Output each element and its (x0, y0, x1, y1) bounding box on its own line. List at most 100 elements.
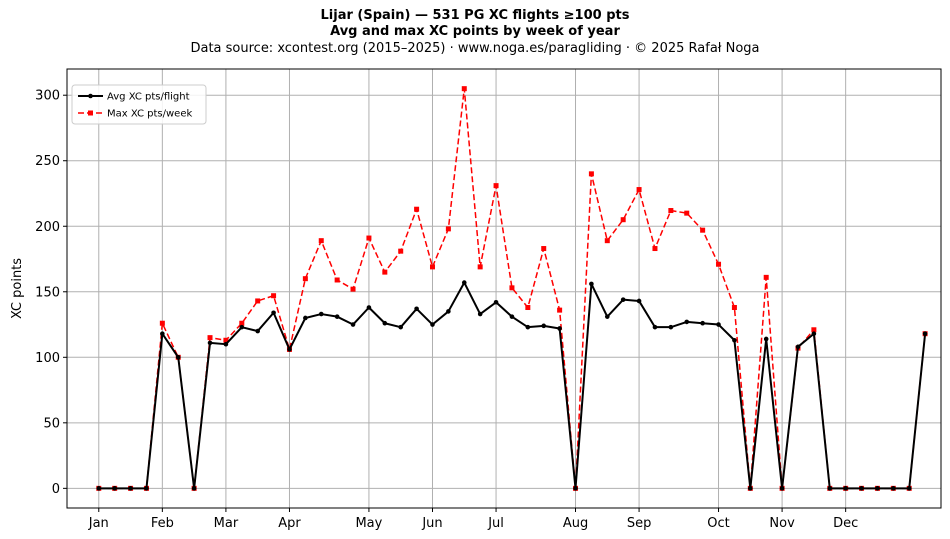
avg-point (763, 336, 769, 342)
avg-point (891, 486, 896, 491)
max-point (334, 277, 340, 283)
max-point (366, 235, 372, 241)
max-point (223, 337, 229, 343)
avg-point (366, 305, 372, 310)
avg-point (732, 337, 737, 343)
max-point (700, 227, 706, 233)
max-point (636, 187, 642, 193)
max-point (207, 335, 213, 341)
avg-point (271, 310, 276, 316)
avg-point (700, 320, 705, 326)
avg-point (382, 320, 388, 326)
avg-point (875, 486, 880, 491)
avg-point (414, 306, 419, 312)
x-tick-label: Jul (487, 516, 504, 531)
avg-point (446, 309, 451, 314)
legend-avg-marker (88, 93, 93, 99)
x-tick-label: Mar (214, 516, 239, 531)
avg-point (461, 280, 467, 285)
avg-point (160, 331, 165, 337)
max-point (302, 276, 308, 282)
chart-title: Lijar (Spain) — 531 PG XC flights ≥100 p… (320, 8, 630, 23)
avg-point (525, 324, 531, 330)
avg-point (795, 344, 801, 350)
max-point (811, 327, 817, 333)
max-point (239, 320, 245, 326)
legend-max-label: Max XC pts/week (107, 109, 192, 120)
y-tick-label: 250 (35, 154, 60, 169)
avg-point (652, 324, 658, 330)
avg-point (573, 486, 578, 491)
chart-source: Data source: xcontest.org (2015–2025) · … (190, 41, 760, 56)
max-point (652, 246, 658, 252)
avg-point (223, 341, 229, 347)
max-point (604, 238, 610, 244)
y-tick-label: 0 (52, 482, 60, 497)
x-tick-label: Jun (421, 516, 442, 531)
max-point (429, 264, 435, 270)
avg-point (716, 322, 721, 327)
max-point (445, 226, 451, 232)
avg-point (604, 314, 610, 319)
max-point (398, 248, 404, 254)
chart-subtitle: Avg and max XC points by week of year (330, 24, 620, 39)
legend-box (71, 84, 207, 125)
max-point (461, 86, 467, 92)
avg-point (509, 314, 515, 319)
avg-point (859, 486, 864, 491)
x-tick-label: Oct (707, 516, 729, 531)
x-tick-label: Jan (88, 516, 109, 531)
axes: 0 50 100 150 200 250 300 Jan Feb Mar Apr May Jun Jul A… (10, 89, 858, 531)
max-point (684, 210, 690, 216)
legend: Avg XC pts/flight Max XC pts/week (71, 84, 207, 125)
legend-max-marker (88, 110, 93, 116)
x-tick-label: May (355, 516, 382, 531)
y-axis-label: XC points (10, 258, 25, 319)
max-point (509, 285, 515, 291)
avg-point (303, 315, 308, 321)
avg-point (811, 331, 817, 337)
max-point (588, 171, 594, 177)
max-point (541, 246, 547, 252)
max-point (525, 305, 531, 311)
avg-point (668, 324, 674, 330)
avg-point (430, 322, 435, 327)
max-point (271, 293, 277, 299)
y-tick-label: 300 (35, 89, 60, 104)
avg-point (144, 486, 149, 491)
series-layer (96, 86, 928, 491)
avg-point (191, 486, 197, 491)
legend-avg-label: Avg XC pts/flight (107, 92, 190, 103)
max-point (557, 307, 563, 313)
x-tick-label: Sep (627, 516, 652, 531)
avg-point (843, 486, 848, 491)
y-tick-label: 150 (35, 285, 60, 300)
max-point (255, 298, 261, 304)
max-point (350, 286, 356, 292)
avg-point (557, 326, 562, 331)
avg-point (636, 298, 642, 304)
max-point (382, 269, 388, 275)
avg-point (779, 486, 785, 491)
x-tick-label: Aug (563, 516, 588, 531)
max-point (414, 206, 420, 212)
avg-point (112, 486, 117, 491)
max-point (731, 305, 737, 311)
avg-point (334, 314, 340, 319)
avg-point (541, 323, 547, 329)
avg-point (620, 297, 626, 302)
avg-point (922, 331, 928, 337)
chart-titles: Lijar (Spain) — 531 PG XC flights ≥100 p… (0, 8, 950, 57)
max-point (716, 261, 722, 267)
max-point (668, 208, 674, 214)
max-point (620, 217, 626, 223)
avg-point (477, 311, 483, 317)
max-point (477, 264, 483, 270)
avg-point (318, 311, 324, 317)
x-tick-label: Dec (833, 516, 858, 531)
max-point (493, 183, 499, 189)
avg-point (175, 354, 181, 360)
avg-point (589, 281, 594, 287)
avg-series-line (98, 281, 927, 490)
y-tick-label: 100 (35, 351, 60, 366)
